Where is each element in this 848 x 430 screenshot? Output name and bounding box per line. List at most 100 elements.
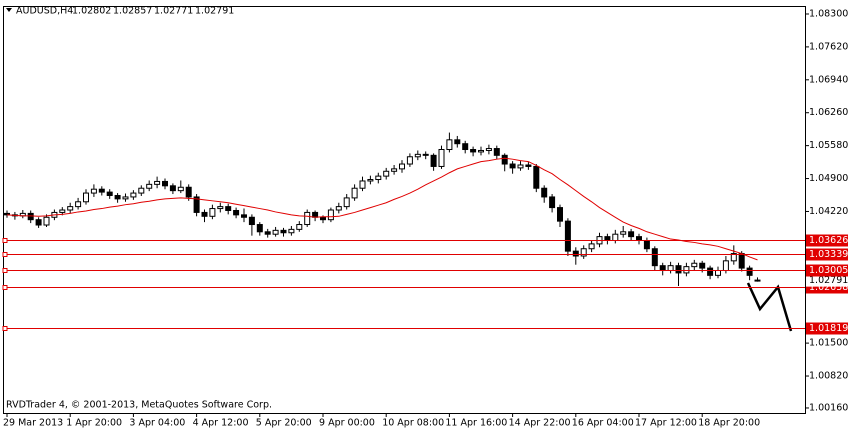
candle-body — [406, 156, 413, 165]
candle-body — [256, 224, 263, 233]
candle-body — [557, 207, 563, 222]
x-tick-label: 4 Apr 12:00 — [193, 418, 249, 429]
x-tick-label: 5 Apr 20:00 — [256, 418, 312, 429]
x-tick-label: 11 Apr 16:00 — [445, 418, 507, 429]
y-tick-label: 1.01500 — [809, 338, 848, 349]
level-label: 1.02658 — [809, 282, 848, 293]
ohlc-value: 1.02771 — [154, 6, 193, 17]
x-tick-label: 16 Apr 04:00 — [572, 418, 634, 429]
candle-body — [470, 149, 477, 153]
y-tick-label: 1.04900 — [809, 173, 848, 184]
y-tick-label: 1.06260 — [809, 107, 848, 118]
candle-body — [304, 211, 311, 226]
candle-body — [98, 188, 105, 193]
y-tick-label: 1.08300 — [809, 8, 848, 19]
x-tick-label: 14 Apr 22:00 — [509, 418, 571, 429]
ohlc-value: 1.02802 — [72, 6, 111, 17]
x-tick-label: 9 Apr 00:00 — [319, 418, 375, 429]
level-label: 1.03339 — [809, 249, 848, 260]
candle-body — [75, 201, 82, 208]
drawn-arrow — [746, 282, 793, 332]
candle-body — [399, 163, 405, 170]
y-tick-label: 1.05580 — [809, 140, 848, 151]
y-tick-label: 1.07620 — [809, 41, 848, 52]
candle-body — [730, 253, 737, 262]
x-tick-label: 17 Apr 12:00 — [635, 418, 697, 429]
candle-body — [541, 187, 548, 198]
candle-body — [446, 139, 453, 151]
candle-body — [533, 165, 540, 189]
candle-body — [264, 231, 271, 235]
candle-body — [564, 220, 571, 252]
candle-body — [549, 196, 556, 209]
candle-body — [185, 186, 192, 198]
candle-body — [201, 211, 208, 217]
price-label: 1.02791 — [809, 275, 848, 286]
candle-body — [162, 180, 168, 187]
level-label: 1.03005 — [809, 265, 848, 276]
candle-body — [414, 153, 421, 158]
ohlc-value: 1.02857 — [113, 6, 152, 17]
candle-body — [636, 236, 642, 242]
candle-body — [754, 279, 761, 282]
y-tick-label: 1.00160 — [809, 402, 848, 413]
candle-body — [122, 196, 129, 200]
level-anchor — [2, 326, 8, 331]
candle-body — [288, 228, 295, 234]
candle-body — [438, 149, 445, 167]
candle-body — [225, 206, 232, 211]
candle-body — [27, 212, 34, 221]
y-tick-label: 1.00820 — [809, 371, 848, 382]
candle-body — [722, 260, 729, 272]
candle-body — [572, 250, 579, 257]
candle-body — [320, 216, 326, 221]
info-bar: AUDUSD,H4 1.02802 1.02857 1.02771 1.02791 — [6, 6, 234, 17]
candle-body — [391, 168, 398, 172]
x-tick-label: 29 Mar 2013 — [3, 418, 63, 429]
candle-body — [478, 149, 484, 153]
candle-body — [525, 164, 532, 167]
candle-body — [351, 187, 358, 199]
candle-body — [462, 143, 469, 151]
candle-body — [517, 164, 524, 169]
level-label: 1.01819 — [809, 323, 848, 334]
candle-body — [659, 265, 666, 272]
candle-body — [493, 148, 500, 156]
level-label: 1.03626 — [809, 235, 848, 246]
candle-body — [643, 240, 650, 250]
candle-body — [620, 231, 627, 235]
candle-body — [359, 180, 366, 189]
candle-body — [106, 191, 113, 196]
candle-body — [738, 253, 745, 269]
candle-body — [296, 224, 303, 230]
symbol: AUDUSD,H4 — [16, 6, 73, 17]
candle-body — [422, 153, 429, 156]
candle-body — [691, 262, 698, 268]
candle-body — [59, 209, 66, 213]
x-tick-label: 1 Apr 20:00 — [66, 418, 122, 429]
plot-frame — [3, 6, 806, 414]
candle-body — [667, 265, 674, 272]
candle-body — [154, 180, 161, 185]
level-label-box — [806, 264, 848, 277]
level-label-box — [806, 234, 848, 247]
plot — [4, 132, 761, 286]
candle-body — [454, 139, 461, 145]
candle-body — [169, 185, 176, 192]
candle-body — [193, 196, 200, 213]
candle-body — [746, 267, 753, 276]
candle-body — [248, 216, 255, 226]
candle-body — [233, 209, 240, 216]
level-anchor — [2, 252, 8, 257]
candle-body — [588, 243, 595, 250]
candle-body — [130, 192, 137, 198]
candle-body — [209, 208, 216, 217]
level-label-box — [806, 322, 848, 335]
candle-body — [312, 211, 319, 218]
level-label-box — [806, 248, 848, 261]
menu-arrow[interactable] — [6, 8, 12, 12]
ohlc-value: 1.02791 — [195, 6, 234, 17]
candle-body — [675, 265, 682, 274]
